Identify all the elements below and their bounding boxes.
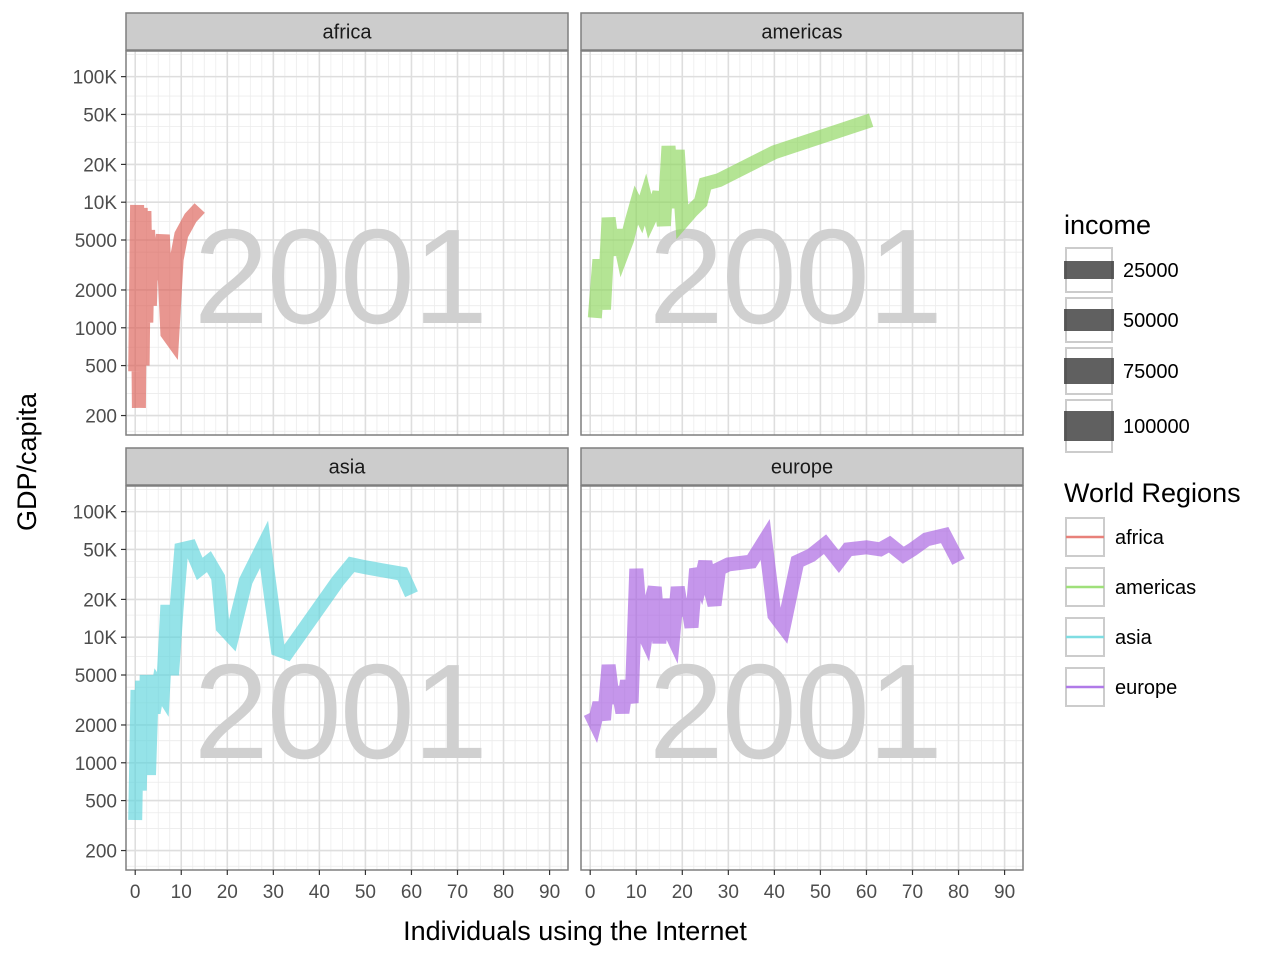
x-tick-label: 50 xyxy=(355,882,376,903)
facet-strip-europe xyxy=(580,447,1024,486)
x-tick-label: 70 xyxy=(902,882,923,903)
series-line-africa xyxy=(128,203,205,408)
y-tick-label: 2000 xyxy=(75,716,117,737)
y-tick-label: 10K xyxy=(83,628,117,649)
x-tick-label: 80 xyxy=(948,882,969,903)
watermark-year: 2001 xyxy=(649,636,941,787)
y-tick-label: 5000 xyxy=(75,666,117,687)
legend-title-income: income xyxy=(1064,210,1151,240)
x-axis-title: Individuals using the Internet xyxy=(403,916,747,946)
panel-border xyxy=(125,50,569,436)
y-tick-label: 50K xyxy=(83,540,117,561)
legend-income-label: 100000 xyxy=(1123,416,1190,438)
y-tick-label: 5000 xyxy=(75,231,117,252)
x-tick-label: 0 xyxy=(130,882,141,903)
legend-region-label: americas xyxy=(1115,577,1196,599)
legend-title-regions: World Regions xyxy=(1064,478,1241,508)
x-tick-label: 90 xyxy=(994,882,1015,903)
facet-strip-label: africa xyxy=(323,22,373,44)
watermark-year: 2001 xyxy=(194,636,486,787)
facet-strip-label: americas xyxy=(761,22,842,44)
x-tick-label: 70 xyxy=(447,882,468,903)
legend-income-label: 75000 xyxy=(1123,361,1179,383)
facet-strip-africa xyxy=(125,12,569,51)
watermark-year: 2001 xyxy=(649,201,941,352)
series-line-americas xyxy=(587,113,874,319)
legend-region-label: asia xyxy=(1115,627,1153,649)
facet-panel-africa: africa 2001 200 500 1000 2000 5000 10K 20K 50K 100… xyxy=(73,12,569,436)
y-tick-label: 20K xyxy=(83,590,117,611)
legend-income-swatch xyxy=(1064,358,1114,384)
legend-income-label: 25000 xyxy=(1123,260,1179,282)
series-line-europe xyxy=(583,518,965,744)
x-tick-label: 50 xyxy=(810,882,831,903)
facet-strip-asia xyxy=(125,447,569,486)
y-tick-label: 100K xyxy=(73,503,118,524)
x-tick-label: 20 xyxy=(672,882,693,903)
y-tick-label: 100K xyxy=(73,68,118,89)
y-axis-title: GDP/capita xyxy=(12,392,42,531)
x-tick-label: 40 xyxy=(764,882,785,903)
legend-income-label: 50000 xyxy=(1123,310,1179,332)
x-tick-label: 40 xyxy=(309,882,330,903)
y-tick-label: 20K xyxy=(83,155,117,176)
facet-strip-americas xyxy=(580,12,1024,51)
y-tick-label: 200 xyxy=(85,842,117,863)
legend-income-swatch xyxy=(1064,309,1114,331)
panel-border xyxy=(125,485,569,871)
legend-region-label: europe xyxy=(1115,677,1177,699)
x-tick-label: 80 xyxy=(493,882,514,903)
legend-income-swatch xyxy=(1064,261,1114,279)
facet-panel-americas: americas 2001 xyxy=(580,12,1024,436)
x-tick-label: 10 xyxy=(171,882,192,903)
y-tick-label: 50K xyxy=(83,105,117,126)
y-tick-label: 200 xyxy=(85,407,117,428)
facet-panel-asia: asia 2001 200 500 1000 2000 5000 10K 20K 50K 100K 0… xyxy=(73,447,569,903)
facet-strip-label: europe xyxy=(771,457,833,479)
y-tick-label: 2000 xyxy=(75,281,117,302)
facet-strip-label: asia xyxy=(329,457,367,479)
y-tick-label: 1000 xyxy=(75,319,117,340)
x-tick-label: 60 xyxy=(856,882,877,903)
x-tick-label: 30 xyxy=(263,882,284,903)
y-tick-label: 500 xyxy=(85,792,117,813)
panel-border xyxy=(580,485,1024,871)
panel-border xyxy=(580,50,1024,436)
series-line-asia xyxy=(128,520,418,821)
x-tick-label: 90 xyxy=(539,882,560,903)
legend-region-label: africa xyxy=(1115,527,1165,549)
legend-income-swatch xyxy=(1064,411,1114,441)
y-tick-label: 10K xyxy=(83,193,117,214)
watermark-year: 2001 xyxy=(194,201,486,352)
facet-panel-europe: europe 2001 0 10 20 30 40 50 60 70 80 90 xyxy=(580,447,1024,903)
y-tick-label: 500 xyxy=(85,357,117,378)
x-tick-label: 0 xyxy=(585,882,596,903)
x-tick-label: 10 xyxy=(626,882,647,903)
y-tick-label: 1000 xyxy=(75,754,117,775)
x-tick-label: 60 xyxy=(401,882,422,903)
legend: income 25000 50000 75000 100000 World Regions… xyxy=(1064,210,1241,707)
x-tick-label: 20 xyxy=(217,882,238,903)
x-tick-label: 30 xyxy=(718,882,739,903)
